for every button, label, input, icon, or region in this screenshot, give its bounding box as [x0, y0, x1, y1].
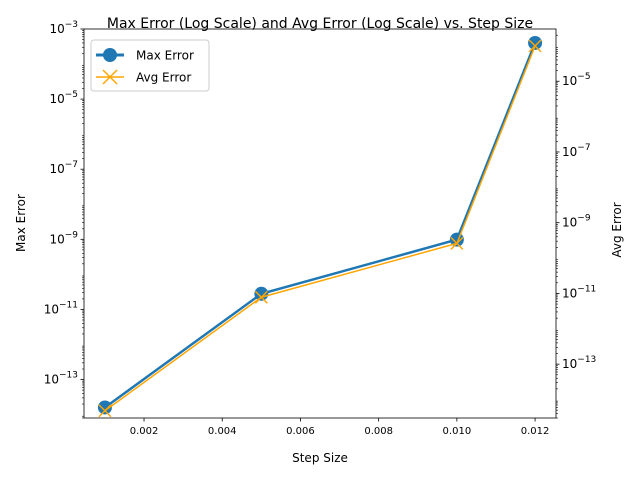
x-tick-label: 0.004: [208, 426, 237, 437]
max-error-line: [104, 42, 537, 409]
legend-box: [90, 39, 210, 92]
avg-error-line: [104, 45, 536, 412]
legend: Max Error Avg Error: [90, 39, 210, 92]
avg-error-point: [254, 290, 268, 304]
max-error-point: [254, 286, 269, 301]
y-axis-right-label: Avg Error: [610, 202, 624, 257]
y-tick-label: 10−5: [49, 90, 78, 106]
legend-max-error-label: Max Error: [136, 49, 194, 63]
max-error-point: [528, 35, 543, 50]
y-tick-label: 10−9: [49, 230, 78, 246]
y-tick-label: 10−9: [562, 214, 591, 230]
y-tick-label: 10−7: [49, 160, 78, 176]
avg-error-point: [98, 404, 112, 418]
avg-error-point: [528, 39, 542, 53]
plot-area: [97, 35, 543, 418]
max-error-point: [97, 400, 112, 415]
y-tick-label: 10−3: [49, 20, 78, 36]
x-axis-label: Step Size: [292, 451, 348, 465]
y-tick-label: 10−5: [562, 72, 591, 88]
x-tick-label: 0.006: [286, 426, 315, 437]
x-tick-label: 0.010: [443, 426, 472, 437]
chart-title: Max Error (Log Scale) and Avg Error (Log…: [107, 16, 533, 32]
plot-frame: [83, 28, 557, 419]
legend-max-error-marker: [103, 48, 117, 62]
y-axis-right: 10−13 10−11 10−9 10−7 10−5: [556, 34, 596, 419]
legend-avg-error-label: Avg Error: [136, 71, 191, 85]
y-tick-label: 10−13: [562, 355, 596, 371]
legend-avg-error-marker: [102, 69, 118, 85]
y-axis-left-label: Max Error: [14, 194, 28, 252]
x-tick-label: 0.012: [521, 426, 550, 437]
y-tick-label: 10−7: [562, 143, 591, 159]
x-tick-label: 0.002: [130, 426, 159, 437]
y-tick-label: 10−11: [562, 284, 596, 300]
x-axis: 0.002 0.004 0.006 0.008 0.010 0.012: [130, 418, 550, 437]
x-tick-label: 0.008: [364, 426, 393, 437]
avg-error-point: [450, 236, 464, 250]
y-tick-label: 10−11: [44, 300, 78, 316]
y-axis-left: 10−13 10−11 10−9 10−7 10−5 10−3: [44, 20, 84, 419]
y-tick-label: 10−13: [44, 371, 78, 387]
